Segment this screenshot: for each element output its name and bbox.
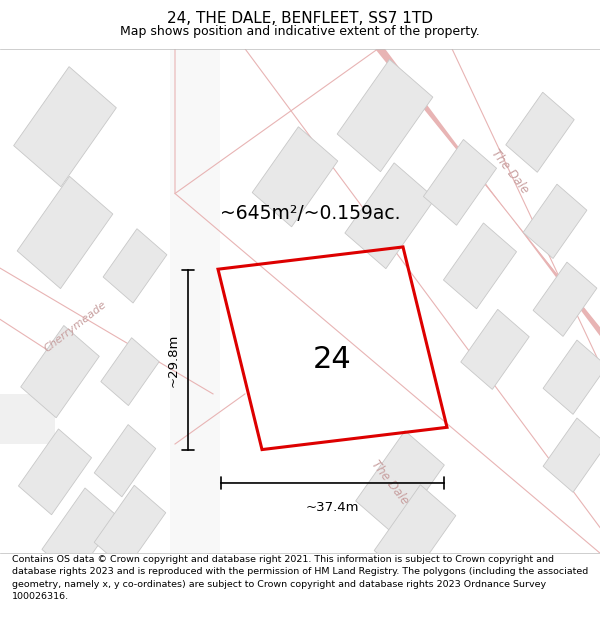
Text: ~645m²/~0.159ac.: ~645m²/~0.159ac. (220, 204, 400, 223)
Polygon shape (461, 309, 529, 389)
Polygon shape (94, 485, 166, 570)
Polygon shape (252, 127, 338, 227)
Polygon shape (543, 340, 600, 414)
Polygon shape (345, 163, 435, 269)
Polygon shape (523, 184, 587, 259)
Polygon shape (101, 338, 159, 406)
Polygon shape (0, 394, 55, 444)
Polygon shape (356, 431, 445, 535)
Polygon shape (0, 266, 215, 444)
Text: Contains OS data © Crown copyright and database right 2021. This information is : Contains OS data © Crown copyright and d… (12, 555, 588, 601)
Polygon shape (14, 67, 116, 187)
Polygon shape (443, 223, 517, 309)
Polygon shape (337, 59, 433, 172)
Text: 24, THE DALE, BENFLEET, SS7 1TD: 24, THE DALE, BENFLEET, SS7 1TD (167, 11, 433, 26)
Polygon shape (424, 139, 497, 225)
Polygon shape (170, 49, 220, 553)
Polygon shape (17, 176, 113, 289)
Polygon shape (543, 418, 600, 492)
Text: Map shows position and indicative extent of the property.: Map shows position and indicative extent… (120, 25, 480, 38)
Polygon shape (175, 49, 600, 553)
Polygon shape (506, 92, 574, 172)
Polygon shape (42, 488, 118, 578)
Text: The Dale: The Dale (489, 147, 531, 196)
Polygon shape (374, 485, 456, 581)
Polygon shape (375, 49, 600, 336)
Text: The Dale: The Dale (369, 458, 411, 508)
Text: ~29.8m: ~29.8m (167, 333, 180, 387)
Polygon shape (94, 424, 156, 497)
Polygon shape (19, 429, 92, 515)
Polygon shape (533, 262, 597, 336)
Text: ~37.4m: ~37.4m (306, 501, 359, 514)
Text: Cherrymeade: Cherrymeade (42, 300, 108, 354)
Polygon shape (375, 49, 600, 327)
Polygon shape (103, 229, 167, 303)
Text: 24: 24 (313, 345, 352, 374)
Polygon shape (370, 49, 600, 366)
Polygon shape (21, 326, 99, 418)
